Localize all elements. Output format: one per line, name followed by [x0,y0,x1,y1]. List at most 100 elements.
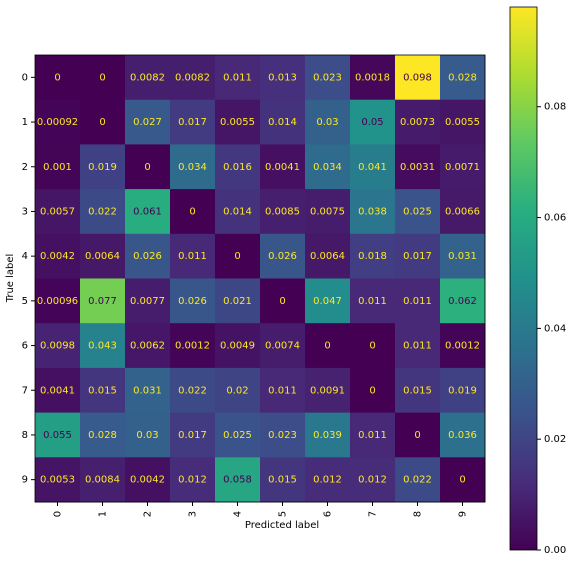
cell [170,412,216,458]
cell [350,189,396,235]
cell-label: 0.061 [133,206,162,217]
cell [440,189,486,235]
y-tick-label: 0 [22,72,28,83]
x-tick-label: 1 [98,511,109,517]
cell [260,278,306,324]
cell [125,278,171,324]
cell-label: 0.0085 [265,206,300,217]
cell-label: 0.0049 [220,341,255,352]
cell-label: 0.012 [313,475,342,486]
cell [35,412,81,458]
cell [350,55,396,101]
cell-label: 0.0041 [40,385,75,396]
cell [305,367,351,414]
cell [80,99,126,145]
cell-label: 0 [324,341,330,352]
cell-label: 0 [234,251,240,262]
cell-label: 0.062 [448,296,477,307]
cell [35,323,81,369]
cell [260,367,306,414]
cell-label: 0 [54,72,60,83]
y-tick-label: 3 [22,206,28,217]
cell-label: 0.0071 [445,162,480,173]
cell-label: 0.025 [223,430,252,441]
cell [260,233,306,279]
cell [35,233,81,279]
cell-label: 0.0041 [265,162,300,173]
cell [170,55,216,101]
cell [440,457,486,503]
cell [305,457,351,503]
cell [125,99,171,145]
cell [35,278,81,324]
cell [125,144,171,190]
cell-label: 0.0057 [40,206,75,217]
cell [305,144,351,190]
cell [260,412,306,458]
cell-label: 0.017 [178,430,207,441]
cell [440,144,486,190]
cell [35,55,81,101]
cell [440,233,486,279]
cell [305,189,351,235]
cell-label: 0.077 [88,296,117,307]
cell [350,233,396,279]
cell-label: 0.027 [133,117,162,128]
cell-label: 0.0082 [130,72,165,83]
cell [170,99,216,145]
cell-label: 0.038 [358,206,387,217]
cell [125,412,171,458]
cell-label: 0 [459,475,465,486]
cell-label: 0.00092 [37,117,78,128]
cell [440,55,486,101]
cell [170,323,216,369]
cell [215,233,261,279]
y-tick-label: 7 [22,385,28,396]
colorbar-tick-label: 0.06 [544,213,566,224]
cell [80,144,126,190]
cell [395,323,441,369]
cell-label: 0.023 [313,72,342,83]
cell-label: 0.011 [358,430,387,441]
cell [260,189,306,235]
cell [35,99,81,145]
cell-label: 0.014 [268,117,297,128]
cell [215,55,261,101]
cell [80,55,126,101]
cell-label: 0.021 [223,296,252,307]
plot-frame [34,54,486,503]
cell-label: 0.026 [133,251,162,262]
cell [440,323,486,369]
cell-label: 0.058 [223,475,252,486]
cell-label: 0 [414,430,420,441]
cell-label: 0.03 [316,117,338,128]
cell [80,278,126,324]
cell-label: 0.0042 [130,475,165,486]
cell [80,233,126,279]
cell-label: 0 [99,117,105,128]
cell-label: 0.043 [88,341,117,352]
cell [215,457,261,503]
cell-label: 0.098 [403,72,432,83]
cell-label: 0.0012 [445,341,480,352]
cell-label: 0.028 [88,430,117,441]
x-tick-label: 8 [413,511,424,517]
cell [350,144,396,190]
cell [215,412,261,458]
cell [260,99,306,145]
cell [35,457,81,503]
cell-label: 0.013 [268,72,297,83]
colorbar-tick-label: 0.02 [544,434,566,445]
y-tick-label: 4 [22,251,28,262]
x-tick-label: 7 [368,511,379,517]
y-tick-label: 6 [22,341,28,352]
cell [395,367,441,414]
cell [395,189,441,235]
colorbar [509,6,538,551]
cell [395,412,441,458]
cell-label: 0.011 [268,385,297,396]
cell-label: 0.023 [268,430,297,441]
cell-label: 0.034 [313,162,342,173]
cell [305,323,351,369]
cell [350,99,396,145]
